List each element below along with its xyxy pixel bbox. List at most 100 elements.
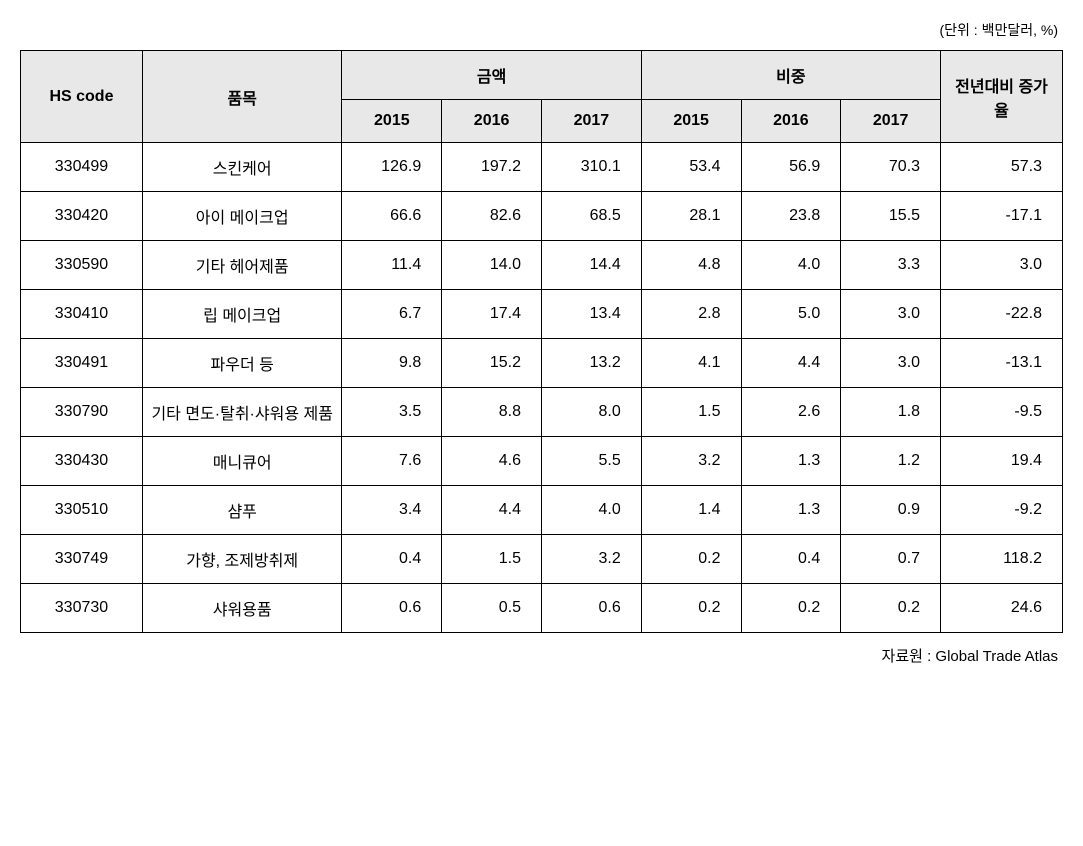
table-row: 330510샴푸3.44.44.01.41.30.9-9.2	[21, 486, 1063, 535]
cell-share-2016: 0.4	[741, 535, 841, 584]
cell-amount-2017: 0.6	[541, 584, 641, 633]
cell-share-2015: 1.4	[641, 486, 741, 535]
table-row: 330410립 메이크업6.717.413.42.85.03.0-22.8	[21, 290, 1063, 339]
cell-amount-2016: 17.4	[442, 290, 542, 339]
cell-share-2017: 3.0	[841, 290, 941, 339]
cell-hs-code: 330590	[21, 241, 143, 290]
cell-amount-2015: 6.7	[342, 290, 442, 339]
cell-amount-2016: 14.0	[442, 241, 542, 290]
cell-amount-2016: 82.6	[442, 192, 542, 241]
cell-hs-code: 330491	[21, 339, 143, 388]
data-table: HS code 품목 금액 비중 전년대비 증가율 2015 2016 2017…	[20, 50, 1063, 633]
cell-growth: 3.0	[941, 241, 1063, 290]
cell-hs-code: 330749	[21, 535, 143, 584]
cell-item: 스킨케어	[142, 143, 342, 192]
cell-amount-2016: 0.5	[442, 584, 542, 633]
cell-item: 매니큐어	[142, 437, 342, 486]
cell-hs-code: 330499	[21, 143, 143, 192]
table-row: 330430매니큐어7.64.65.53.21.31.219.4	[21, 437, 1063, 486]
cell-item: 샴푸	[142, 486, 342, 535]
cell-amount-2016: 15.2	[442, 339, 542, 388]
cell-item: 립 메이크업	[142, 290, 342, 339]
header-share-2015: 2015	[641, 100, 741, 143]
cell-amount-2017: 13.4	[541, 290, 641, 339]
table-row: 330420아이 메이크업66.682.668.528.123.815.5-17…	[21, 192, 1063, 241]
cell-growth: 57.3	[941, 143, 1063, 192]
cell-share-2015: 3.2	[641, 437, 741, 486]
header-item: 품목	[142, 51, 342, 143]
cell-growth: -17.1	[941, 192, 1063, 241]
cell-share-2017: 70.3	[841, 143, 941, 192]
cell-amount-2015: 66.6	[342, 192, 442, 241]
table-row: 330499스킨케어126.9197.2310.153.456.970.357.…	[21, 143, 1063, 192]
cell-amount-2016: 4.4	[442, 486, 542, 535]
cell-amount-2015: 126.9	[342, 143, 442, 192]
cell-share-2017: 0.9	[841, 486, 941, 535]
cell-amount-2015: 0.6	[342, 584, 442, 633]
cell-share-2016: 5.0	[741, 290, 841, 339]
cell-item: 아이 메이크업	[142, 192, 342, 241]
cell-hs-code: 330510	[21, 486, 143, 535]
cell-amount-2015: 7.6	[342, 437, 442, 486]
cell-hs-code: 330410	[21, 290, 143, 339]
cell-share-2016: 0.2	[741, 584, 841, 633]
header-amount-2017: 2017	[541, 100, 641, 143]
cell-share-2016: 4.0	[741, 241, 841, 290]
cell-amount-2017: 4.0	[541, 486, 641, 535]
cell-share-2015: 4.1	[641, 339, 741, 388]
cell-growth: -22.8	[941, 290, 1063, 339]
header-share-2016: 2016	[741, 100, 841, 143]
cell-amount-2016: 1.5	[442, 535, 542, 584]
cell-amount-2017: 13.2	[541, 339, 641, 388]
unit-label: (단위 : 백만달러, %)	[20, 20, 1063, 40]
cell-amount-2016: 8.8	[442, 388, 542, 437]
table-row: 330590기타 헤어제품11.414.014.44.84.03.33.0	[21, 241, 1063, 290]
cell-amount-2017: 310.1	[541, 143, 641, 192]
cell-amount-2015: 0.4	[342, 535, 442, 584]
table-row: 330790기타 면도·탈취·샤워용 제품3.58.88.01.52.61.8-…	[21, 388, 1063, 437]
cell-amount-2015: 11.4	[342, 241, 442, 290]
cell-share-2017: 1.8	[841, 388, 941, 437]
table-row: 330730샤워용품0.60.50.60.20.20.224.6	[21, 584, 1063, 633]
table-body: 330499스킨케어126.9197.2310.153.456.970.357.…	[21, 143, 1063, 633]
header-hs-code: HS code	[21, 51, 143, 143]
cell-share-2016: 23.8	[741, 192, 841, 241]
cell-item: 파우더 등	[142, 339, 342, 388]
cell-amount-2015: 9.8	[342, 339, 442, 388]
cell-share-2017: 1.2	[841, 437, 941, 486]
cell-hs-code: 330790	[21, 388, 143, 437]
cell-item: 샤워용품	[142, 584, 342, 633]
cell-growth: -9.2	[941, 486, 1063, 535]
cell-growth: -13.1	[941, 339, 1063, 388]
cell-hs-code: 330730	[21, 584, 143, 633]
cell-hs-code: 330430	[21, 437, 143, 486]
cell-hs-code: 330420	[21, 192, 143, 241]
cell-share-2016: 2.6	[741, 388, 841, 437]
cell-item: 기타 헤어제품	[142, 241, 342, 290]
cell-share-2015: 2.8	[641, 290, 741, 339]
cell-share-2015: 0.2	[641, 584, 741, 633]
cell-share-2017: 0.2	[841, 584, 941, 633]
cell-amount-2015: 3.5	[342, 388, 442, 437]
header-amount-2016: 2016	[442, 100, 542, 143]
cell-amount-2017: 68.5	[541, 192, 641, 241]
cell-share-2017: 3.3	[841, 241, 941, 290]
cell-amount-2017: 8.0	[541, 388, 641, 437]
cell-share-2015: 28.1	[641, 192, 741, 241]
cell-growth: 118.2	[941, 535, 1063, 584]
cell-share-2017: 3.0	[841, 339, 941, 388]
cell-growth: 19.4	[941, 437, 1063, 486]
cell-share-2015: 0.2	[641, 535, 741, 584]
source-label: 자료원 : Global Trade Atlas	[20, 645, 1063, 666]
cell-amount-2016: 4.6	[442, 437, 542, 486]
cell-amount-2016: 197.2	[442, 143, 542, 192]
header-share: 비중	[641, 51, 940, 100]
cell-growth: 24.6	[941, 584, 1063, 633]
cell-amount-2015: 3.4	[342, 486, 442, 535]
header-amount-2015: 2015	[342, 100, 442, 143]
header-share-2017: 2017	[841, 100, 941, 143]
cell-share-2017: 15.5	[841, 192, 941, 241]
cell-amount-2017: 5.5	[541, 437, 641, 486]
cell-share-2016: 4.4	[741, 339, 841, 388]
cell-share-2017: 0.7	[841, 535, 941, 584]
